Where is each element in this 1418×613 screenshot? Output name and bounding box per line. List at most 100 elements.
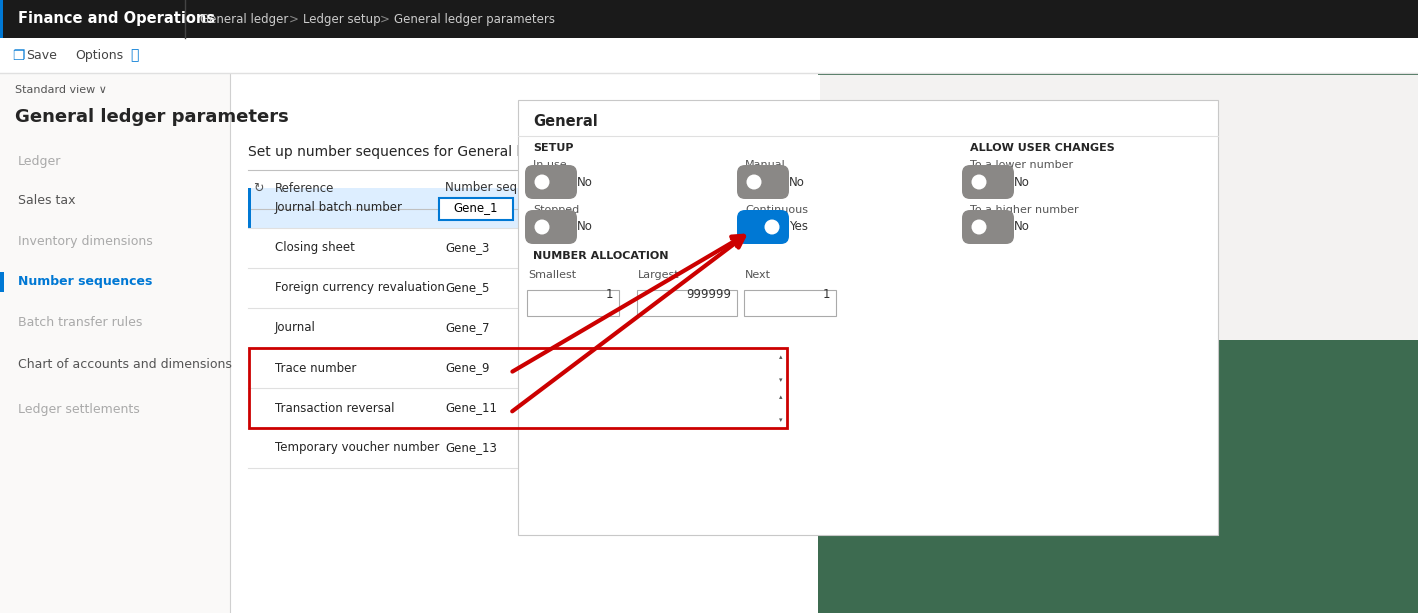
Text: >: > [380, 12, 390, 26]
Text: Unique key for vouchers, used: Unique key for vouchers, used [564, 398, 723, 408]
Text: Standard view ∨: Standard view ∨ [16, 85, 106, 95]
Text: ▴: ▴ [778, 354, 783, 360]
Text: Save: Save [26, 49, 57, 62]
Circle shape [971, 175, 987, 189]
Text: ⌕: ⌕ [130, 48, 139, 63]
FancyBboxPatch shape [637, 290, 737, 316]
FancyBboxPatch shape [961, 165, 1014, 199]
Text: Number sequence used: Number sequence used [564, 438, 689, 448]
Bar [0, 0, 1418, 38]
Text: Gene_5: Gene_5 [445, 281, 489, 294]
Text: Number sequer: Number sequer [445, 181, 537, 194]
Bar [0, 73, 230, 613]
Text: Ledger setup: Ledger setup [303, 12, 380, 26]
Text: Finance and Operations: Finance and Operations [18, 12, 216, 26]
Bar [818, 340, 1418, 613]
Text: Temporary voucher number: Temporary voucher number [275, 441, 440, 454]
Text: ▾: ▾ [778, 377, 783, 383]
Text: Gene_11: Gene_11 [445, 402, 496, 414]
Bar [0, 38, 1418, 73]
Text: 1: 1 [822, 289, 830, 302]
Circle shape [746, 175, 761, 189]
Bar [248, 188, 788, 228]
Text: ALLOW USER CHANGES: ALLOW USER CHANGES [970, 143, 1115, 153]
Bar [0, 73, 1418, 613]
Text: Unique key for trace number: Unique key for trace number [564, 358, 715, 368]
Text: Journal: Journal [275, 321, 316, 335]
Text: NUMBER ALLOCATION: NUMBER ALLOCATION [533, 251, 668, 261]
Text: General ledger parameters: General ledger parameters [16, 108, 289, 126]
Bar [230, 73, 820, 613]
Text: Unique key for journalizing ledger: Unique key for journalizing ledger [564, 318, 742, 328]
Text: Chart of accounts and dimensions: Chart of accounts and dimensions [18, 359, 233, 371]
Circle shape [971, 219, 987, 235]
Bar [776, 392, 786, 424]
Text: transactions: transactions [564, 331, 630, 341]
Text: ❐: ❐ [11, 48, 24, 63]
Text: Stopped: Stopped [533, 205, 579, 215]
Text: Number sequences: Number sequences [18, 275, 152, 289]
Text: Sales tax: Sales tax [18, 194, 75, 207]
Text: General ledger: General ledger [200, 12, 288, 26]
Text: No: No [788, 175, 805, 189]
Text: To a lower number: To a lower number [970, 160, 1073, 170]
Text: ↻: ↻ [252, 181, 264, 194]
Text: General ledger parameters: General ledger parameters [394, 12, 554, 26]
Text: ▴: ▴ [778, 394, 783, 400]
Text: Next: Next [744, 270, 771, 280]
Text: Trace number: Trace number [275, 362, 356, 375]
Text: No: No [577, 175, 593, 189]
Text: during reversal of transactions: during reversal of transactions [564, 371, 726, 381]
Bar [776, 352, 786, 384]
Text: Closing sheet: Closing sheet [275, 242, 354, 254]
Text: Inventory dimensions: Inventory dimensions [18, 235, 153, 248]
Bar [250, 348, 787, 428]
Bar [518, 100, 1218, 535]
FancyBboxPatch shape [737, 210, 788, 244]
Text: Gene_13: Gene_13 [445, 441, 496, 454]
Bar [0, 0, 3, 38]
Text: Gene_1: Gene_1 [454, 202, 498, 215]
Text: No: No [1014, 175, 1029, 189]
Text: To a higher number: To a higher number [970, 205, 1079, 215]
Text: Largest: Largest [638, 270, 679, 280]
Text: ▾: ▾ [778, 417, 783, 423]
FancyBboxPatch shape [440, 198, 513, 220]
Text: In use: In use [533, 160, 567, 170]
Text: Foreign currency revaluation: Foreign currency revaluation [275, 281, 445, 294]
Text: General: General [533, 115, 598, 129]
FancyBboxPatch shape [527, 290, 620, 316]
Text: Transaction reversal: Transaction reversal [275, 402, 394, 414]
FancyBboxPatch shape [961, 210, 1014, 244]
Text: Ledger: Ledger [18, 156, 61, 169]
Text: 1: 1 [605, 289, 613, 302]
Text: No: No [577, 221, 593, 234]
FancyBboxPatch shape [744, 290, 837, 316]
Text: Yes: Yes [788, 221, 808, 234]
Text: Manual: Manual [744, 160, 786, 170]
FancyBboxPatch shape [525, 210, 577, 244]
Text: Ledger settlements: Ledger settlements [18, 403, 140, 416]
Text: Reference: Reference [275, 181, 335, 194]
Bar [0, 272, 4, 292]
Circle shape [535, 219, 550, 235]
FancyBboxPatch shape [525, 165, 577, 199]
Text: Options: Options [75, 49, 123, 62]
Text: Gene_7: Gene_7 [445, 321, 489, 335]
Bar [818, 38, 1418, 75]
Text: >: > [289, 12, 299, 26]
Text: when posting reverse transaction: when posting reverse transaction [564, 411, 740, 421]
Text: Gene_3: Gene_3 [445, 242, 489, 254]
Text: 999999: 999999 [686, 289, 732, 302]
Text: Journal batch number: Journal batch number [275, 202, 403, 215]
Text: SETUP: SETUP [533, 143, 573, 153]
Text: Continuous: Continuous [744, 205, 808, 215]
Bar [248, 188, 251, 228]
Text: Batch transfer rules: Batch transfer rules [18, 316, 142, 330]
Text: No: No [1014, 221, 1029, 234]
Text: Smallest: Smallest [527, 270, 576, 280]
Text: Set up number sequences for General ledger: Set up number sequences for General ledg… [248, 145, 562, 159]
Circle shape [535, 175, 550, 189]
Circle shape [764, 219, 780, 235]
FancyBboxPatch shape [737, 165, 788, 199]
